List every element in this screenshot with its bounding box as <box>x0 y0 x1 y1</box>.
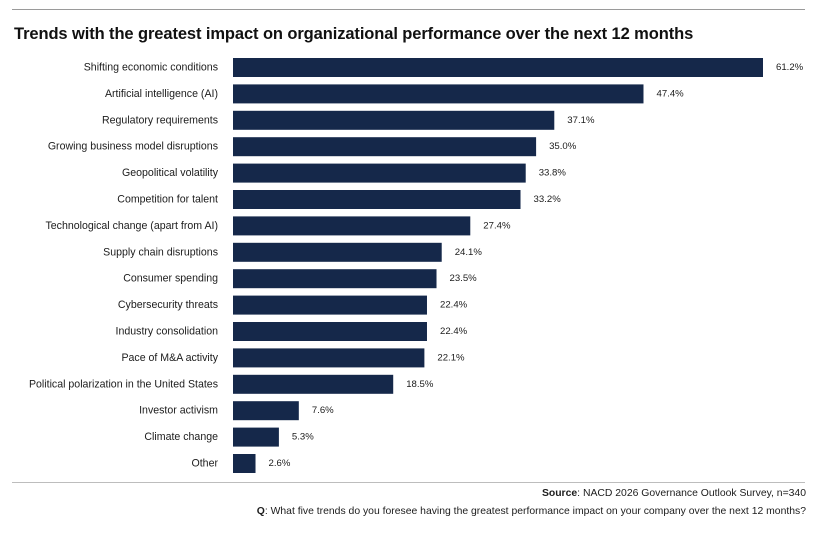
value-label-other: 2.6% <box>269 458 291 469</box>
value-label-political-polarization-in-the-united-states: 18.5% <box>406 379 434 390</box>
value-label-pace-of-m-a-activity: 22.1% <box>437 352 465 363</box>
top-rule <box>12 9 805 10</box>
question-text: : What five trends do you foresee having… <box>264 506 806 517</box>
bar-growing-business-model-disruptions <box>233 137 537 157</box>
bar-artificial-intelligence-ai <box>233 84 644 104</box>
bar-supply-chain-disruptions <box>233 242 442 262</box>
bar-regulatory-requirements <box>233 110 555 130</box>
category-label-shifting-economic-conditions: Shifting economic conditions <box>84 62 218 74</box>
value-label-supply-chain-disruptions: 24.1% <box>455 247 483 258</box>
source-text: : NACD 2026 Governance Outlook Survey, n… <box>577 488 806 499</box>
bar-shifting-economic-conditions <box>233 58 763 77</box>
value-label-investor-activism: 7.6% <box>312 405 334 416</box>
category-label-artificial-intelligence-ai: Artificial intelligence (AI) <box>105 88 218 100</box>
category-label-climate-change: Climate change <box>144 431 218 443</box>
bar-technological-change-apart-from-ai <box>233 216 471 236</box>
category-label-industry-consolidation: Industry consolidation <box>116 326 219 338</box>
bar-geopolitical-volatility <box>233 163 526 183</box>
category-label-consumer-spending: Consumer spending <box>123 273 218 285</box>
value-label-regulatory-requirements: 37.1% <box>567 115 595 126</box>
value-label-technological-change-apart-from-ai: 27.4% <box>483 220 511 231</box>
category-label-political-polarization-in-the-united-states: Political polarization in the United Sta… <box>29 378 218 390</box>
value-label-growing-business-model-disruptions: 35.0% <box>549 141 577 152</box>
category-label-technological-change-apart-from-ai: Technological change (apart from AI) <box>45 220 218 232</box>
bar-competition-for-talent <box>233 190 521 209</box>
category-label-other: Other <box>192 458 219 470</box>
value-label-competition-for-talent: 33.2% <box>534 194 562 205</box>
category-label-pace-of-m-a-activity: Pace of M&A activity <box>121 352 218 364</box>
bar-climate-change <box>233 427 279 447</box>
chart-title: Trends with the greatest impact on organ… <box>14 25 694 43</box>
bar-political-polarization-in-the-united-states <box>233 374 394 394</box>
value-label-climate-change: 5.3% <box>292 432 314 443</box>
question-label: Q <box>256 506 265 517</box>
bar-pace-of-m-a-activity <box>233 348 425 368</box>
value-label-shifting-economic-conditions: 61.2% <box>776 62 804 73</box>
bar-other <box>233 454 256 473</box>
value-label-geopolitical-volatility: 33.8% <box>539 168 567 179</box>
value-label-consumer-spending: 23.5% <box>450 273 478 284</box>
category-label-growing-business-model-disruptions: Growing business model disruptions <box>48 141 218 153</box>
value-label-artificial-intelligence-ai: 47.4% <box>656 88 684 99</box>
category-label-cybersecurity-threats: Cybersecurity threats <box>118 299 218 311</box>
category-label-regulatory-requirements: Regulatory requirements <box>102 114 218 126</box>
category-label-investor-activism: Investor activism <box>139 405 218 417</box>
bar-consumer-spending <box>233 269 437 289</box>
bar-investor-activism <box>233 401 299 421</box>
question-note: Q: What five trends do you foresee havin… <box>257 506 806 517</box>
category-label-supply-chain-disruptions: Supply chain disruptions <box>103 246 218 258</box>
category-label-competition-for-talent: Competition for talent <box>117 194 218 206</box>
value-label-cybersecurity-threats: 22.4% <box>440 300 468 311</box>
bar-cybersecurity-threats <box>233 295 427 315</box>
bottom-rule <box>12 482 805 483</box>
source-label: Source <box>541 488 578 499</box>
category-label-geopolitical-volatility: Geopolitical volatility <box>122 167 219 179</box>
source-note: Source: NACD 2026 Governance Outlook Sur… <box>542 488 806 499</box>
value-label-industry-consolidation: 22.4% <box>440 326 468 337</box>
bar-industry-consolidation <box>233 322 427 341</box>
